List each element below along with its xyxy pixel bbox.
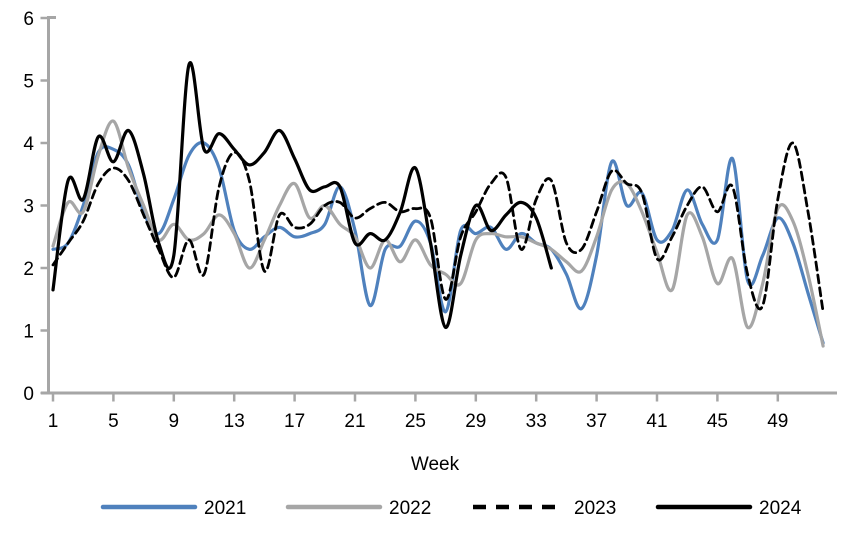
x-tick-label: 49 xyxy=(767,411,788,432)
x-tick-label: 5 xyxy=(108,411,119,432)
series-line-2023 xyxy=(51,141,825,314)
legend-label-2024: 2024 xyxy=(759,498,802,519)
y-tick-label: 4 xyxy=(23,134,34,155)
x-tick-label: 21 xyxy=(344,411,365,432)
x-tick-label: 17 xyxy=(284,411,305,432)
x-axis-title: Week xyxy=(411,454,460,475)
legend-label-2022: 2022 xyxy=(389,498,431,519)
x-tick-label: 13 xyxy=(224,411,245,432)
legend-label-2021: 2021 xyxy=(204,498,246,519)
y-tick-label: 6 xyxy=(23,9,34,30)
series-line-2022 xyxy=(51,119,825,348)
legend-label-2023: 2023 xyxy=(574,498,616,519)
y-tick-label: 0 xyxy=(23,384,34,405)
series-line-2024 xyxy=(51,61,553,330)
x-tick-label: 41 xyxy=(646,411,667,432)
x-tick-label: 25 xyxy=(405,411,426,432)
y-tick-label: 3 xyxy=(23,197,34,218)
x-tick-label: 33 xyxy=(526,411,547,432)
x-tick-label: 1 xyxy=(48,411,59,432)
y-tick-label: 2 xyxy=(23,259,34,280)
x-tick-label: 29 xyxy=(465,411,486,432)
x-tick-label: 9 xyxy=(169,411,180,432)
x-tick-label: 45 xyxy=(707,411,728,432)
y-tick-label: 1 xyxy=(23,322,34,343)
y-tick-label: 5 xyxy=(23,72,34,93)
x-tick-label: 37 xyxy=(586,411,607,432)
series-line-2021 xyxy=(51,140,825,345)
